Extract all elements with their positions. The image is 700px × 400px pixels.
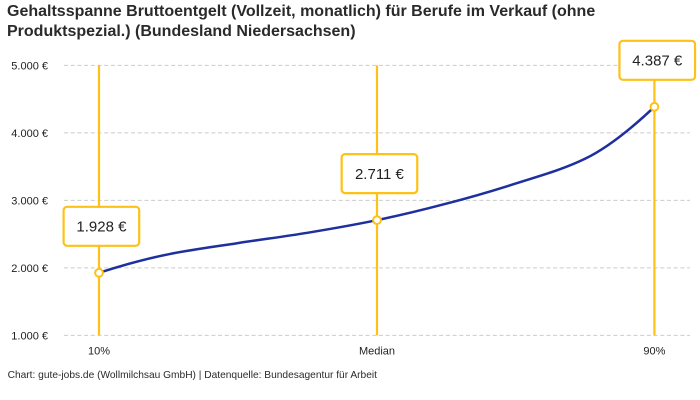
svg-text:1.928 €: 1.928 € bbox=[76, 219, 127, 236]
svg-text:3.000 €: 3.000 € bbox=[11, 195, 48, 207]
svg-text:90%: 90% bbox=[643, 346, 665, 358]
svg-text:2.711 €: 2.711 € bbox=[355, 166, 405, 183]
svg-text:1.000 €: 1.000 € bbox=[11, 330, 48, 342]
svg-text:Median: Median bbox=[359, 346, 395, 358]
svg-text:10%: 10% bbox=[88, 346, 110, 358]
svg-text:4.387 €: 4.387 € bbox=[632, 53, 683, 70]
svg-text:2.000 €: 2.000 € bbox=[11, 263, 48, 275]
svg-text:4.000 €: 4.000 € bbox=[11, 128, 48, 140]
svg-text:5.000 €: 5.000 € bbox=[11, 60, 48, 72]
